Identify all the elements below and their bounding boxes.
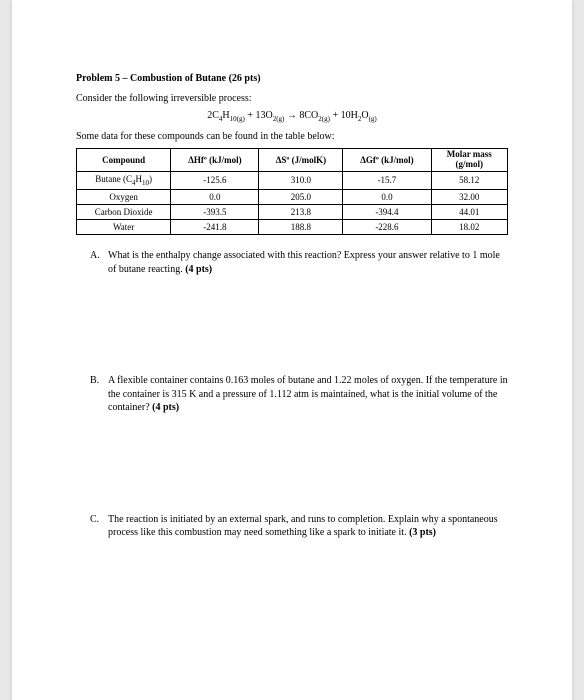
table-row: Oxygen 0.0 205.0 0.0 32.00 (77, 189, 508, 204)
question-text: What is the enthalpy change associated w… (108, 249, 508, 276)
problem-title: Problem 5 – Combustion of Butane (26 pts… (76, 72, 508, 86)
answer-space-b (76, 415, 508, 513)
question-body: The reaction is initiated by an external… (108, 514, 498, 539)
cell-mm: 44.01 (431, 205, 508, 220)
cell-gf: -15.7 (343, 171, 431, 189)
table-caption: Some data for these compounds can be fou… (76, 130, 508, 144)
cell-gf: 0.0 (343, 189, 431, 204)
col-gf: ΔGfº (kJ/mol) (343, 148, 431, 171)
cell-gf: -394.4 (343, 205, 431, 220)
cell-mm: 32.00 (431, 189, 508, 204)
cell-s: 205.0 (259, 189, 343, 204)
question-letter: C. (90, 513, 108, 540)
chemical-equation: 2C4H10(g) + 13O2(g) → 8CO2(g) + 10H2O(g) (76, 109, 508, 124)
question-letter: B. (90, 374, 108, 415)
cell-compound: Carbon Dioxide (77, 205, 171, 220)
table-header-row: Compound ΔHfº (kJ/mol) ΔSº (J/molK) ΔGfº… (77, 148, 508, 171)
question-body: What is the enthalpy change associated w… (108, 250, 500, 275)
question-a: A. What is the enthalpy change associate… (90, 249, 508, 276)
cell-hf: -125.6 (171, 171, 259, 189)
cell-hf: -393.5 (171, 205, 259, 220)
col-s: ΔSº (J/molK) (259, 148, 343, 171)
cell-hf: -241.8 (171, 220, 259, 235)
col-hf: ΔHfº (kJ/mol) (171, 148, 259, 171)
question-text: The reaction is initiated by an external… (108, 513, 508, 540)
question-points: (4 pts) (152, 402, 179, 413)
intro-text: Consider the following irreversible proc… (76, 92, 508, 106)
cell-mm: 58.12 (431, 171, 508, 189)
question-letter: A. (90, 249, 108, 276)
molar-mass-label-2: (g/mol) (436, 160, 504, 170)
cell-s: 310.0 (259, 171, 343, 189)
col-compound: Compound (77, 148, 171, 171)
table-row: Water -241.8 188.8 -228.6 18.02 (77, 220, 508, 235)
cell-compound: Butane (C4H10) (77, 171, 171, 189)
table-row: Carbon Dioxide -393.5 213.8 -394.4 44.01 (77, 205, 508, 220)
col-molar-mass: Molar mass (g/mol) (431, 148, 508, 171)
question-b: B. A flexible container contains 0.163 m… (90, 374, 508, 415)
question-points: (4 pts) (185, 264, 212, 275)
cell-hf: 0.0 (171, 189, 259, 204)
question-text: A flexible container contains 0.163 mole… (108, 374, 508, 415)
question-c: C. The reaction is initiated by an exter… (90, 513, 508, 540)
cell-gf: -228.6 (343, 220, 431, 235)
thermo-data-table: Compound ΔHfº (kJ/mol) ΔSº (J/molK) ΔGfº… (76, 148, 508, 235)
cell-mm: 18.02 (431, 220, 508, 235)
cell-s: 188.8 (259, 220, 343, 235)
answer-space-a (76, 276, 508, 374)
cell-compound: Water (77, 220, 171, 235)
document-page: Problem 5 – Combustion of Butane (26 pts… (12, 0, 572, 700)
table-row: Butane (C4H10) -125.6 310.0 -15.7 58.12 (77, 171, 508, 189)
cell-s: 213.8 (259, 205, 343, 220)
question-points: (3 pts) (409, 527, 436, 538)
cell-compound: Oxygen (77, 189, 171, 204)
